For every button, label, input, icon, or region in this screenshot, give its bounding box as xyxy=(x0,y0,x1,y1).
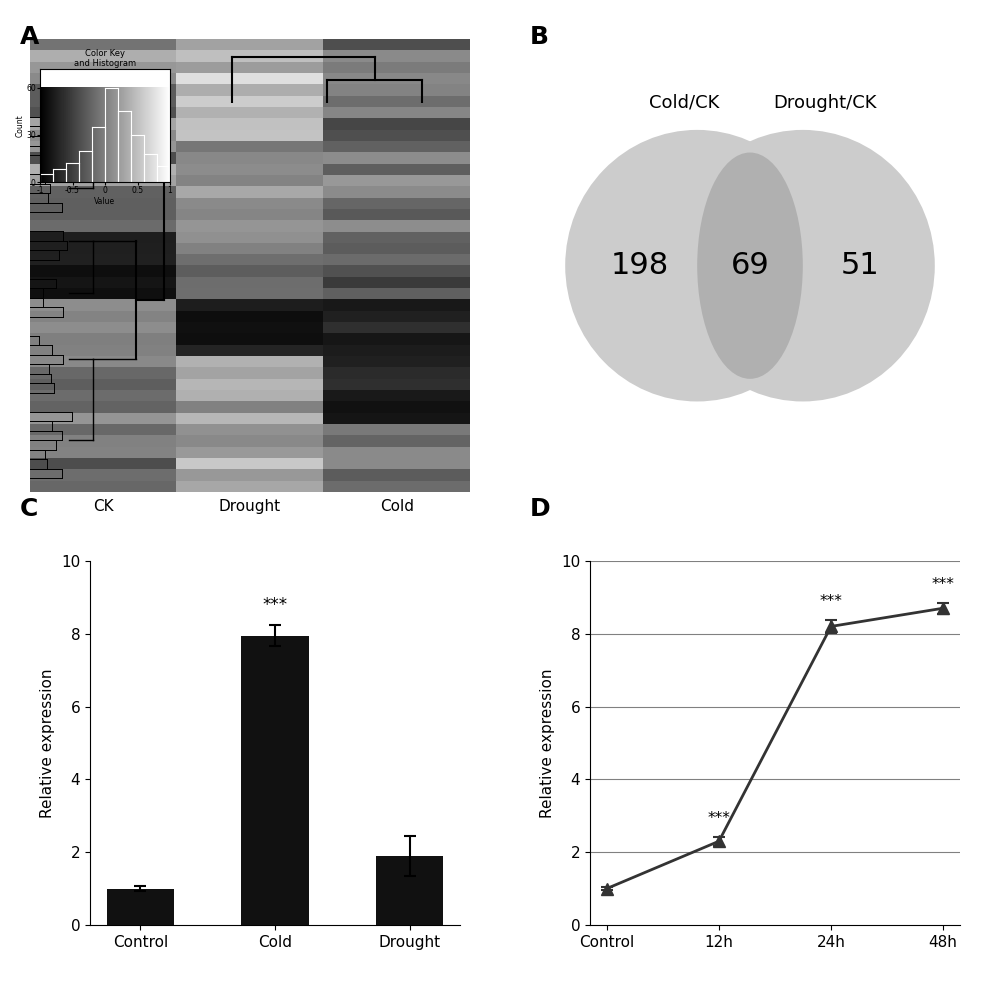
Text: ***: *** xyxy=(262,596,288,614)
Text: ***: *** xyxy=(820,594,842,609)
Bar xyxy=(241,636,309,925)
Title: Color Key
and Histogram: Color Key and Histogram xyxy=(74,48,136,68)
Text: ***: *** xyxy=(708,811,730,826)
Circle shape xyxy=(565,130,829,401)
Ellipse shape xyxy=(697,153,803,379)
Text: C: C xyxy=(20,497,38,521)
Text: ***: *** xyxy=(932,577,955,591)
Y-axis label: Count: Count xyxy=(16,114,25,137)
X-axis label: Value: Value xyxy=(94,197,116,206)
Bar xyxy=(376,856,443,925)
Text: B: B xyxy=(530,25,549,48)
Text: Drought/CK: Drought/CK xyxy=(773,93,877,112)
Text: 69: 69 xyxy=(731,251,769,280)
Text: 198: 198 xyxy=(611,251,669,280)
Text: 51: 51 xyxy=(841,251,879,280)
Text: A: A xyxy=(20,25,39,48)
Text: Cold/CK: Cold/CK xyxy=(649,93,719,112)
Text: D: D xyxy=(530,497,551,521)
Circle shape xyxy=(671,130,935,401)
Bar xyxy=(107,889,174,925)
Y-axis label: Relative expression: Relative expression xyxy=(540,668,555,818)
Y-axis label: Relative expression: Relative expression xyxy=(40,668,55,818)
